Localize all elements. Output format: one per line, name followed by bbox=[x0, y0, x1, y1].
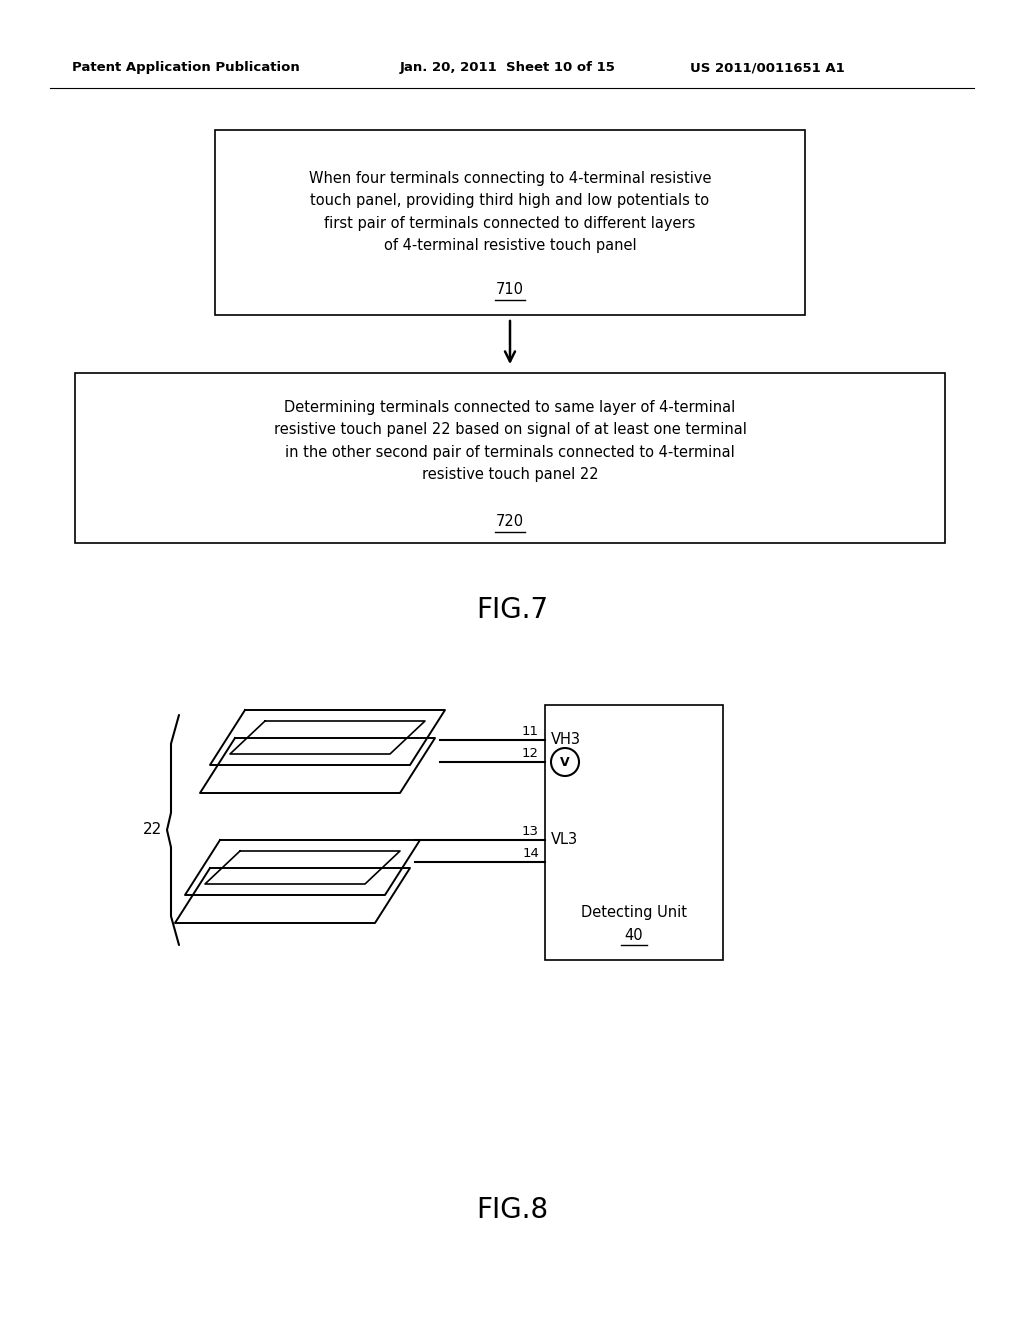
Text: Patent Application Publication: Patent Application Publication bbox=[72, 62, 300, 74]
Text: FIG.8: FIG.8 bbox=[476, 1196, 548, 1224]
Text: V: V bbox=[560, 755, 569, 768]
Text: 13: 13 bbox=[522, 825, 539, 838]
Text: VL3: VL3 bbox=[551, 833, 579, 847]
Circle shape bbox=[551, 748, 579, 776]
Polygon shape bbox=[200, 738, 435, 793]
Text: 11: 11 bbox=[522, 725, 539, 738]
Text: 14: 14 bbox=[522, 847, 539, 861]
Bar bbox=[75, 374, 945, 543]
Text: Determining terminals connected to same layer of 4-terminal
resistive touch pane: Determining terminals connected to same … bbox=[273, 400, 746, 482]
Polygon shape bbox=[210, 710, 445, 766]
Text: When four terminals connecting to 4-terminal resistive
touch panel, providing th: When four terminals connecting to 4-term… bbox=[309, 172, 712, 253]
Text: 710: 710 bbox=[496, 281, 524, 297]
Polygon shape bbox=[175, 869, 410, 923]
Bar bbox=[545, 705, 723, 960]
Text: VH3: VH3 bbox=[551, 733, 581, 747]
Text: 12: 12 bbox=[522, 747, 539, 760]
Bar bbox=[215, 129, 805, 315]
Text: 40: 40 bbox=[625, 928, 643, 944]
Text: Jan. 20, 2011  Sheet 10 of 15: Jan. 20, 2011 Sheet 10 of 15 bbox=[400, 62, 615, 74]
Text: 720: 720 bbox=[496, 513, 524, 528]
Text: 22: 22 bbox=[143, 822, 163, 837]
Text: FIG.7: FIG.7 bbox=[476, 597, 548, 624]
Text: Detecting Unit: Detecting Unit bbox=[581, 904, 687, 920]
Text: US 2011/0011651 A1: US 2011/0011651 A1 bbox=[690, 62, 845, 74]
Polygon shape bbox=[185, 840, 420, 895]
